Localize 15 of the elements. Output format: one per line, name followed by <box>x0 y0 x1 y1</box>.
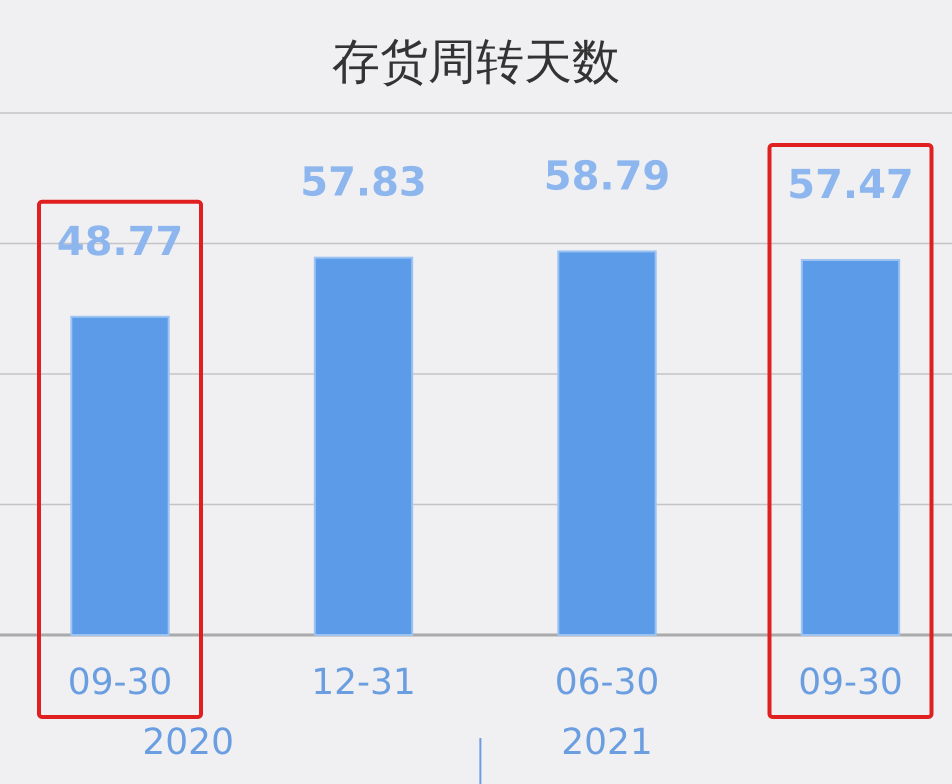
data-label: 58.79 <box>544 153 670 200</box>
bar <box>557 250 657 636</box>
text: 2020 <box>142 722 234 763</box>
chart-title: 存货周转天数 <box>332 34 620 90</box>
x-tick-label: 06-30 <box>554 662 660 703</box>
text: 2021 <box>561 722 653 763</box>
x-tick-label: 09-30 <box>798 662 903 703</box>
data-label: 48.77 <box>56 218 184 265</box>
x-tick-label: 12-31 <box>311 662 416 703</box>
data-label: 57.83 <box>300 160 427 206</box>
bar <box>800 259 900 636</box>
bar <box>314 256 414 636</box>
x-tick-label: 09-30 <box>68 662 172 703</box>
bar <box>70 316 170 636</box>
data-label: 57.47 <box>787 162 914 208</box>
